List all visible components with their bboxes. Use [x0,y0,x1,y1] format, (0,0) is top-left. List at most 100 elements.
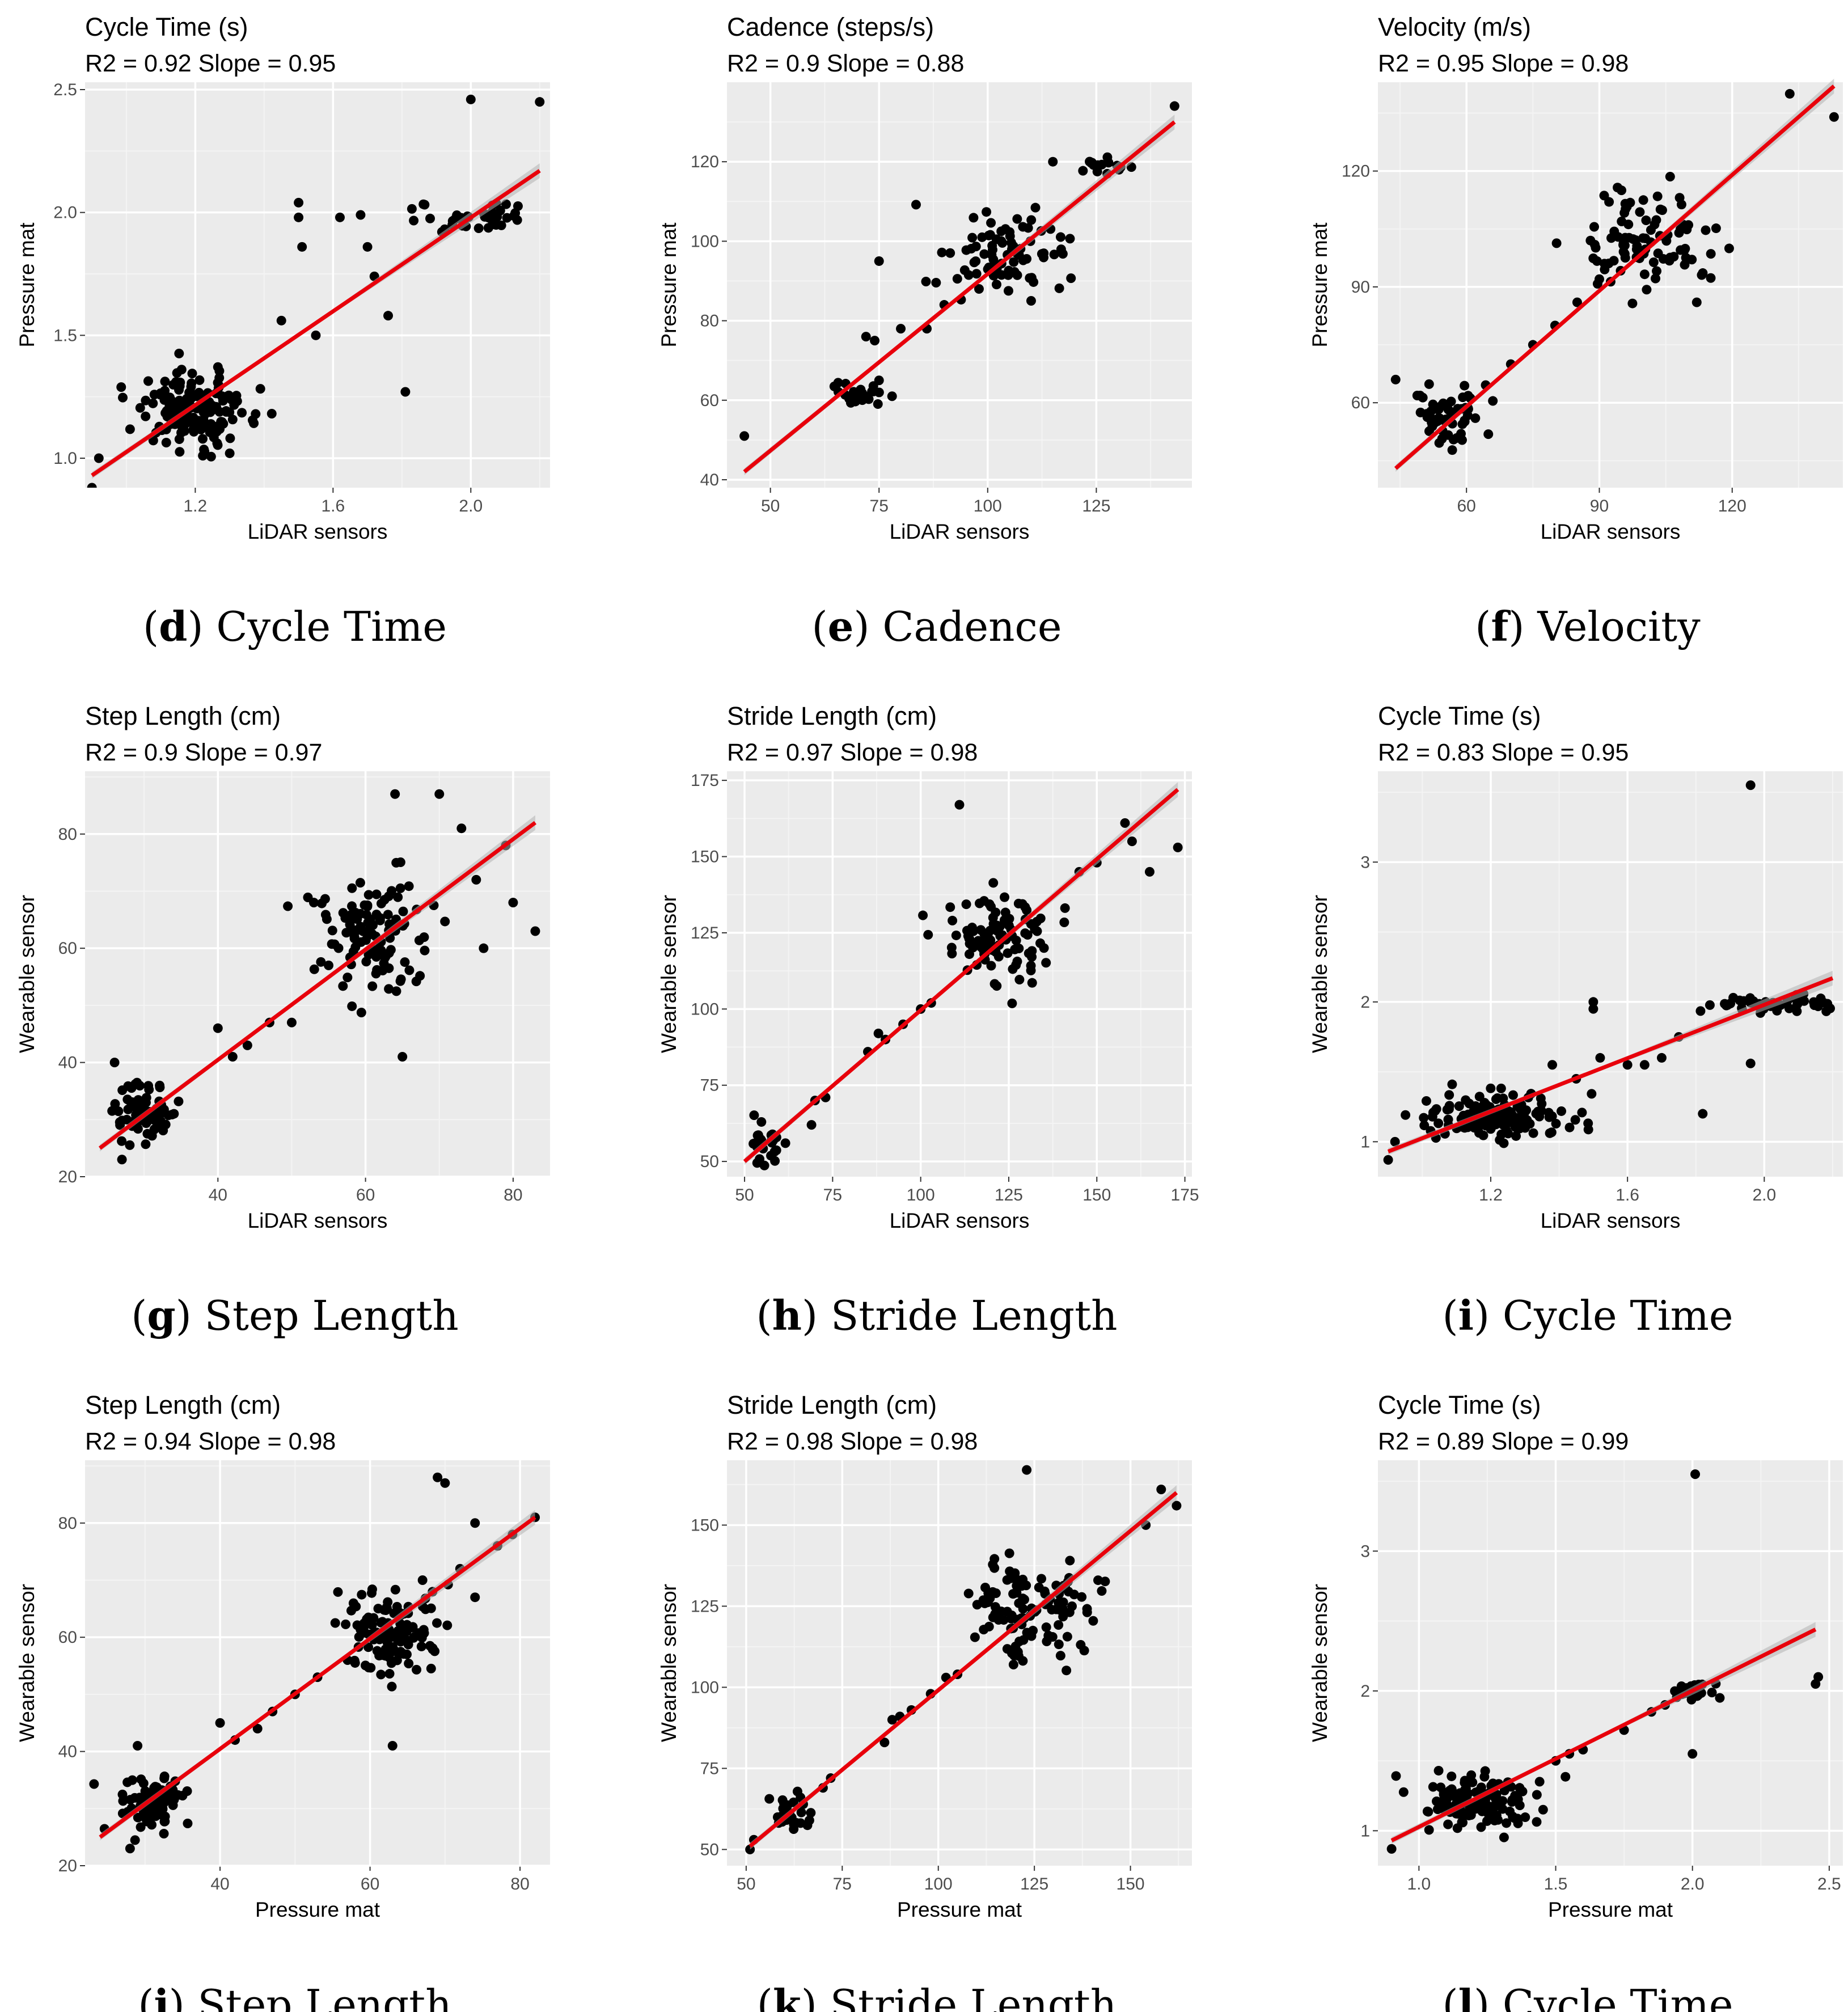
data-point [1037,1574,1047,1584]
data-point [1515,1783,1525,1793]
data-point [1172,1500,1182,1511]
x-tick-label: 60 [361,1875,379,1893]
data-point [1483,1117,1494,1127]
data-point [1000,224,1010,234]
data-point [440,1478,450,1488]
data-point [991,280,1001,290]
data-point [986,218,996,228]
data-point [1813,1672,1824,1682]
x-tick-label: 1.2 [1479,1186,1503,1204]
regression-line [98,821,537,1150]
data-point [1587,1089,1597,1099]
data-point [1012,1588,1022,1598]
data-point [1022,1465,1032,1475]
data-point [1476,1822,1486,1832]
data-point [530,926,540,936]
data-point [143,376,153,386]
y-tick-label: 20 [58,1168,77,1186]
data-point [1383,1155,1393,1165]
regression-line [91,169,541,477]
data-point [1670,1686,1680,1696]
data-point [329,939,340,949]
y-tick-label: 90 [1351,278,1370,297]
data-point [1005,231,1015,241]
data-point [1583,1125,1593,1135]
data-point [749,1110,759,1121]
data-point [969,213,979,223]
data-point [986,961,996,971]
data-point [1386,1844,1397,1854]
data-point [1661,236,1672,246]
chart-panel-f: 60 90 120 60 90 120 Velocity (m/s) R2 = 0.95 Sl… [1308,12,1843,650]
subfigure-caption: (g) Step Length [131,1291,458,1339]
caption-paren-open: ( [1443,1981,1458,2012]
data-point [322,914,332,924]
data-point [756,1117,767,1127]
regression-line [99,1515,536,1839]
y-tick-label: 80 [58,825,77,844]
x-tick-label: 1.2 [184,497,208,515]
chart-title: Stride Length (cm) [727,701,937,730]
scatter-points [87,94,545,488]
data-point [122,1094,133,1105]
x-tick-label: 80 [510,1875,529,1893]
data-point [376,1669,386,1680]
data-point [921,276,931,286]
data-point [1056,244,1066,255]
data-point [141,411,151,421]
data-point [1620,198,1630,209]
data-point [416,1641,426,1651]
data-point [1511,1131,1521,1141]
data-point [369,1613,379,1623]
data-point [165,392,175,403]
data-point [1479,1772,1490,1782]
data-point [1018,1604,1028,1614]
scatter-points [1383,780,1836,1165]
data-point [1638,195,1648,205]
caption-letter: k [773,1980,802,2012]
data-point [1577,1108,1587,1118]
data-point [161,438,171,448]
data-point [384,1669,395,1679]
data-point [1490,1815,1500,1825]
caption-paren-open: ( [131,1292,147,1339]
data-point [395,976,405,986]
data-point [1515,1800,1525,1811]
y-tick-label: 100 [691,1678,719,1697]
data-point [806,1120,817,1130]
data-point [134,1080,145,1090]
data-point [183,1819,193,1829]
chart-title: Cycle Time (s) [1378,1390,1541,1419]
data-point [1536,1093,1546,1104]
data-point [1423,1807,1433,1817]
data-point [1588,1004,1599,1014]
y-axis-label: Wearable sensor [15,1584,39,1742]
data-point [347,1001,357,1011]
data-point [1027,978,1037,988]
y-tick-label: 100 [691,232,719,251]
subfigure-caption: (d) Cycle Time [143,602,447,650]
chart-title: Step Length (cm) [85,1390,281,1419]
data-point [125,1140,135,1150]
data-point [428,1645,438,1655]
data-point [1054,1620,1064,1630]
data-point [1064,1607,1075,1617]
data-point [1443,1819,1453,1829]
data-point [1588,997,1599,1007]
chart-stats: R2 = 0.9 Slope = 0.88 [727,50,964,77]
x-tick-label: 1.6 [1616,1186,1639,1204]
y-tick-label: 60 [58,939,77,958]
data-point [990,1602,1000,1612]
data-point [384,984,394,994]
data-point [267,408,277,419]
caption-text: ) Cycle Time [187,603,447,650]
data-point [136,1774,146,1785]
data-point [1066,273,1076,284]
data-point [1026,965,1036,975]
data-point [1010,1641,1021,1651]
data-point [125,1844,135,1854]
chart-panel-h: 50 75 100 125 150 175 50 75 100 125 150 175 Stride L… [657,701,1199,1339]
data-point [401,1626,412,1637]
data-point [1009,1651,1020,1661]
data-point [979,1625,989,1635]
